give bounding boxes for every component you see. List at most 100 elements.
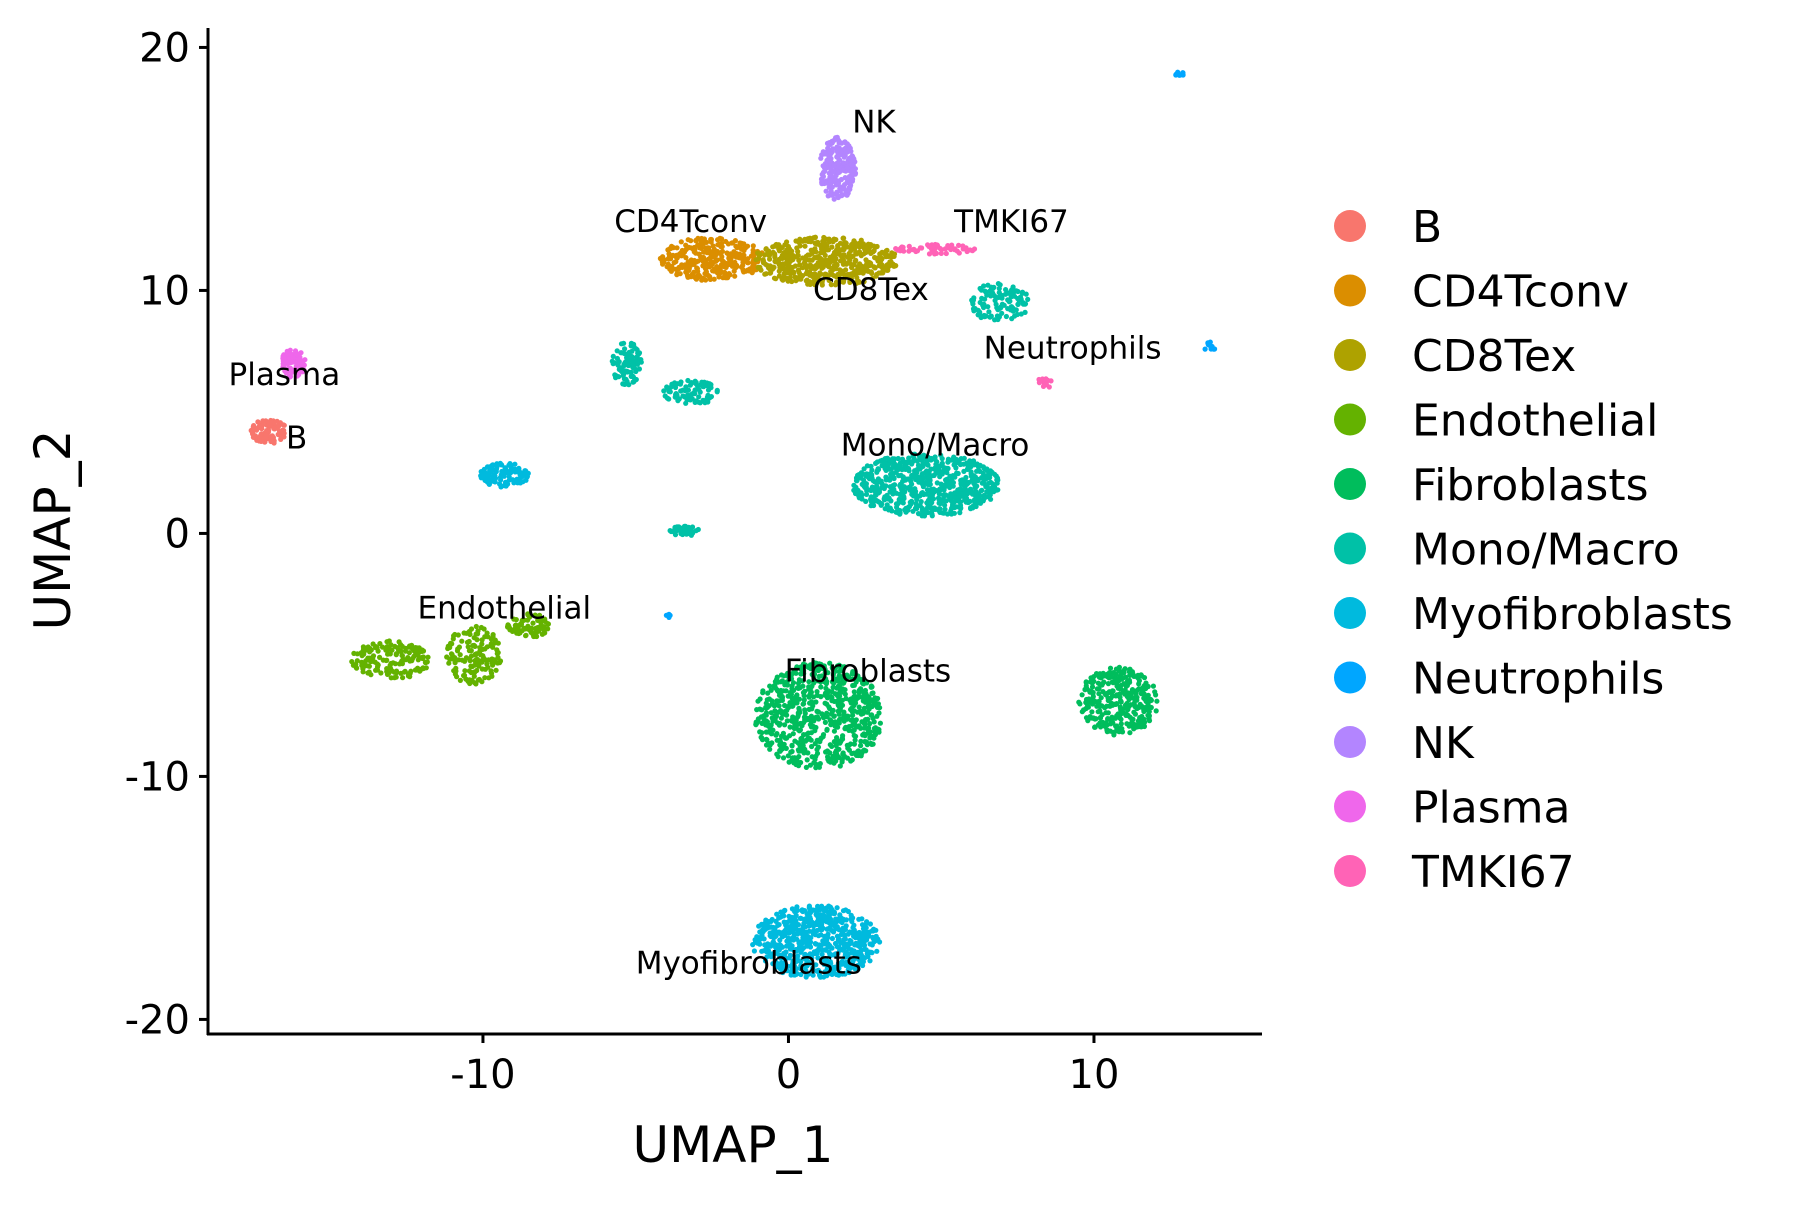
point-fibroblasts	[829, 689, 835, 695]
point-mono-macro	[982, 288, 988, 294]
point-myofibroblasts	[785, 938, 791, 944]
point-mono-macro	[631, 363, 637, 369]
point-cd4tconv	[716, 274, 722, 280]
legend-item: Neutrophils	[1334, 654, 1664, 705]
point-fibroblasts	[1132, 704, 1138, 710]
point-fibroblasts	[785, 753, 791, 759]
point-fibroblasts	[768, 731, 775, 737]
point-cd8tex	[839, 257, 845, 263]
legend-swatch	[1334, 661, 1366, 694]
point-fibroblasts	[1083, 715, 1090, 721]
point-cd4tconv	[713, 257, 720, 263]
point-fibroblasts	[1140, 685, 1146, 691]
point-fibroblasts	[1089, 684, 1096, 690]
point-fibroblasts	[1124, 682, 1130, 689]
point-mono-macro	[913, 488, 919, 495]
point-myofibroblasts	[874, 948, 880, 954]
point-mono-macro	[853, 484, 859, 490]
point-fibroblasts	[1115, 685, 1121, 691]
point-cd8tex	[782, 252, 789, 258]
point-cd4tconv	[733, 250, 739, 257]
point-fibroblasts	[846, 674, 852, 680]
point-fibroblasts	[811, 694, 817, 700]
point-fibroblasts	[814, 737, 820, 743]
point-mono-macro	[970, 505, 976, 511]
point-endothelial	[489, 673, 495, 679]
point-mono-macro	[997, 282, 1003, 288]
point-myofibroblasts	[856, 916, 862, 922]
point-fibroblasts	[1138, 718, 1144, 725]
point-mono-macro	[706, 381, 713, 387]
point-cd8tex	[871, 264, 877, 270]
cluster-cd8tex-0	[753, 234, 899, 288]
point-mono-macro	[964, 481, 971, 487]
point-cd8tex	[852, 258, 858, 264]
point-cd8tex	[853, 249, 859, 255]
point-mono-macro	[886, 507, 892, 513]
point-fibroblasts	[758, 734, 764, 740]
point-cd4tconv	[693, 250, 699, 256]
point-mono-macro	[905, 504, 911, 510]
point-cd8tex	[841, 240, 848, 246]
point-cd8tex	[849, 272, 855, 278]
point-cd4tconv	[683, 255, 689, 261]
point-cd8tex	[868, 250, 874, 256]
point-endothelial	[532, 612, 538, 618]
point-cd4tconv	[708, 239, 714, 245]
point-endothelial	[530, 620, 536, 626]
point-fibroblasts	[1114, 713, 1120, 719]
x-axis-title: UMAP_1	[633, 1116, 834, 1174]
point-endothelial	[399, 658, 405, 664]
point-fibroblasts	[803, 717, 809, 723]
point-fibroblasts	[793, 694, 799, 700]
point-fibroblasts	[824, 710, 830, 716]
y-tick-label: -20	[125, 997, 190, 1043]
point-endothelial	[377, 654, 383, 661]
point-endothelial	[378, 670, 384, 676]
point-cd8tex	[832, 251, 838, 257]
legend-swatch	[1334, 597, 1366, 629]
point-mono-macro	[914, 503, 920, 509]
point-mono-macro	[1008, 304, 1014, 310]
point-fibroblasts	[1124, 705, 1130, 711]
point-mono-macro	[872, 488, 878, 494]
point-mono-macro	[1005, 297, 1011, 303]
point-fibroblasts	[836, 720, 842, 726]
point-cd8tex	[845, 260, 851, 266]
point-mono-macro	[859, 492, 865, 498]
point-fibroblasts	[1112, 679, 1118, 685]
point-fibroblasts	[787, 689, 794, 696]
legend-item: B	[1334, 202, 1442, 253]
point-b	[281, 430, 287, 436]
point-cd4tconv	[745, 260, 751, 266]
point-endothelial	[463, 655, 469, 661]
point-fibroblasts	[860, 698, 866, 704]
point-b	[265, 427, 271, 434]
point-fibroblasts	[812, 728, 818, 734]
point-mono-macro	[887, 489, 893, 495]
point-fibroblasts	[789, 748, 795, 755]
point-nk	[836, 161, 842, 167]
point-myofibroblasts	[802, 934, 808, 940]
point-myofibroblasts	[863, 925, 869, 931]
point-fibroblasts	[867, 735, 873, 741]
point-cd4tconv	[744, 243, 751, 249]
point-cd4tconv	[715, 237, 721, 243]
point-myofibroblasts	[810, 931, 816, 937]
point-endothelial	[459, 638, 465, 644]
point-myofibroblasts	[820, 938, 826, 944]
point-endothelial	[484, 630, 490, 636]
point-myofibroblasts	[877, 939, 883, 945]
point-endothelial	[425, 654, 431, 660]
point-cd8tex	[787, 274, 793, 281]
point-fibroblasts	[809, 743, 815, 750]
point-fibroblasts	[1132, 711, 1138, 717]
point-endothelial	[389, 668, 395, 674]
point-fibroblasts	[766, 741, 772, 748]
point-endothelial	[457, 652, 463, 658]
point-cd8tex	[849, 264, 855, 271]
point-myofibroblasts	[522, 472, 528, 478]
point-fibroblasts	[1123, 712, 1129, 719]
point-myofibroblasts	[786, 913, 792, 919]
point-myofibroblasts	[860, 931, 866, 937]
